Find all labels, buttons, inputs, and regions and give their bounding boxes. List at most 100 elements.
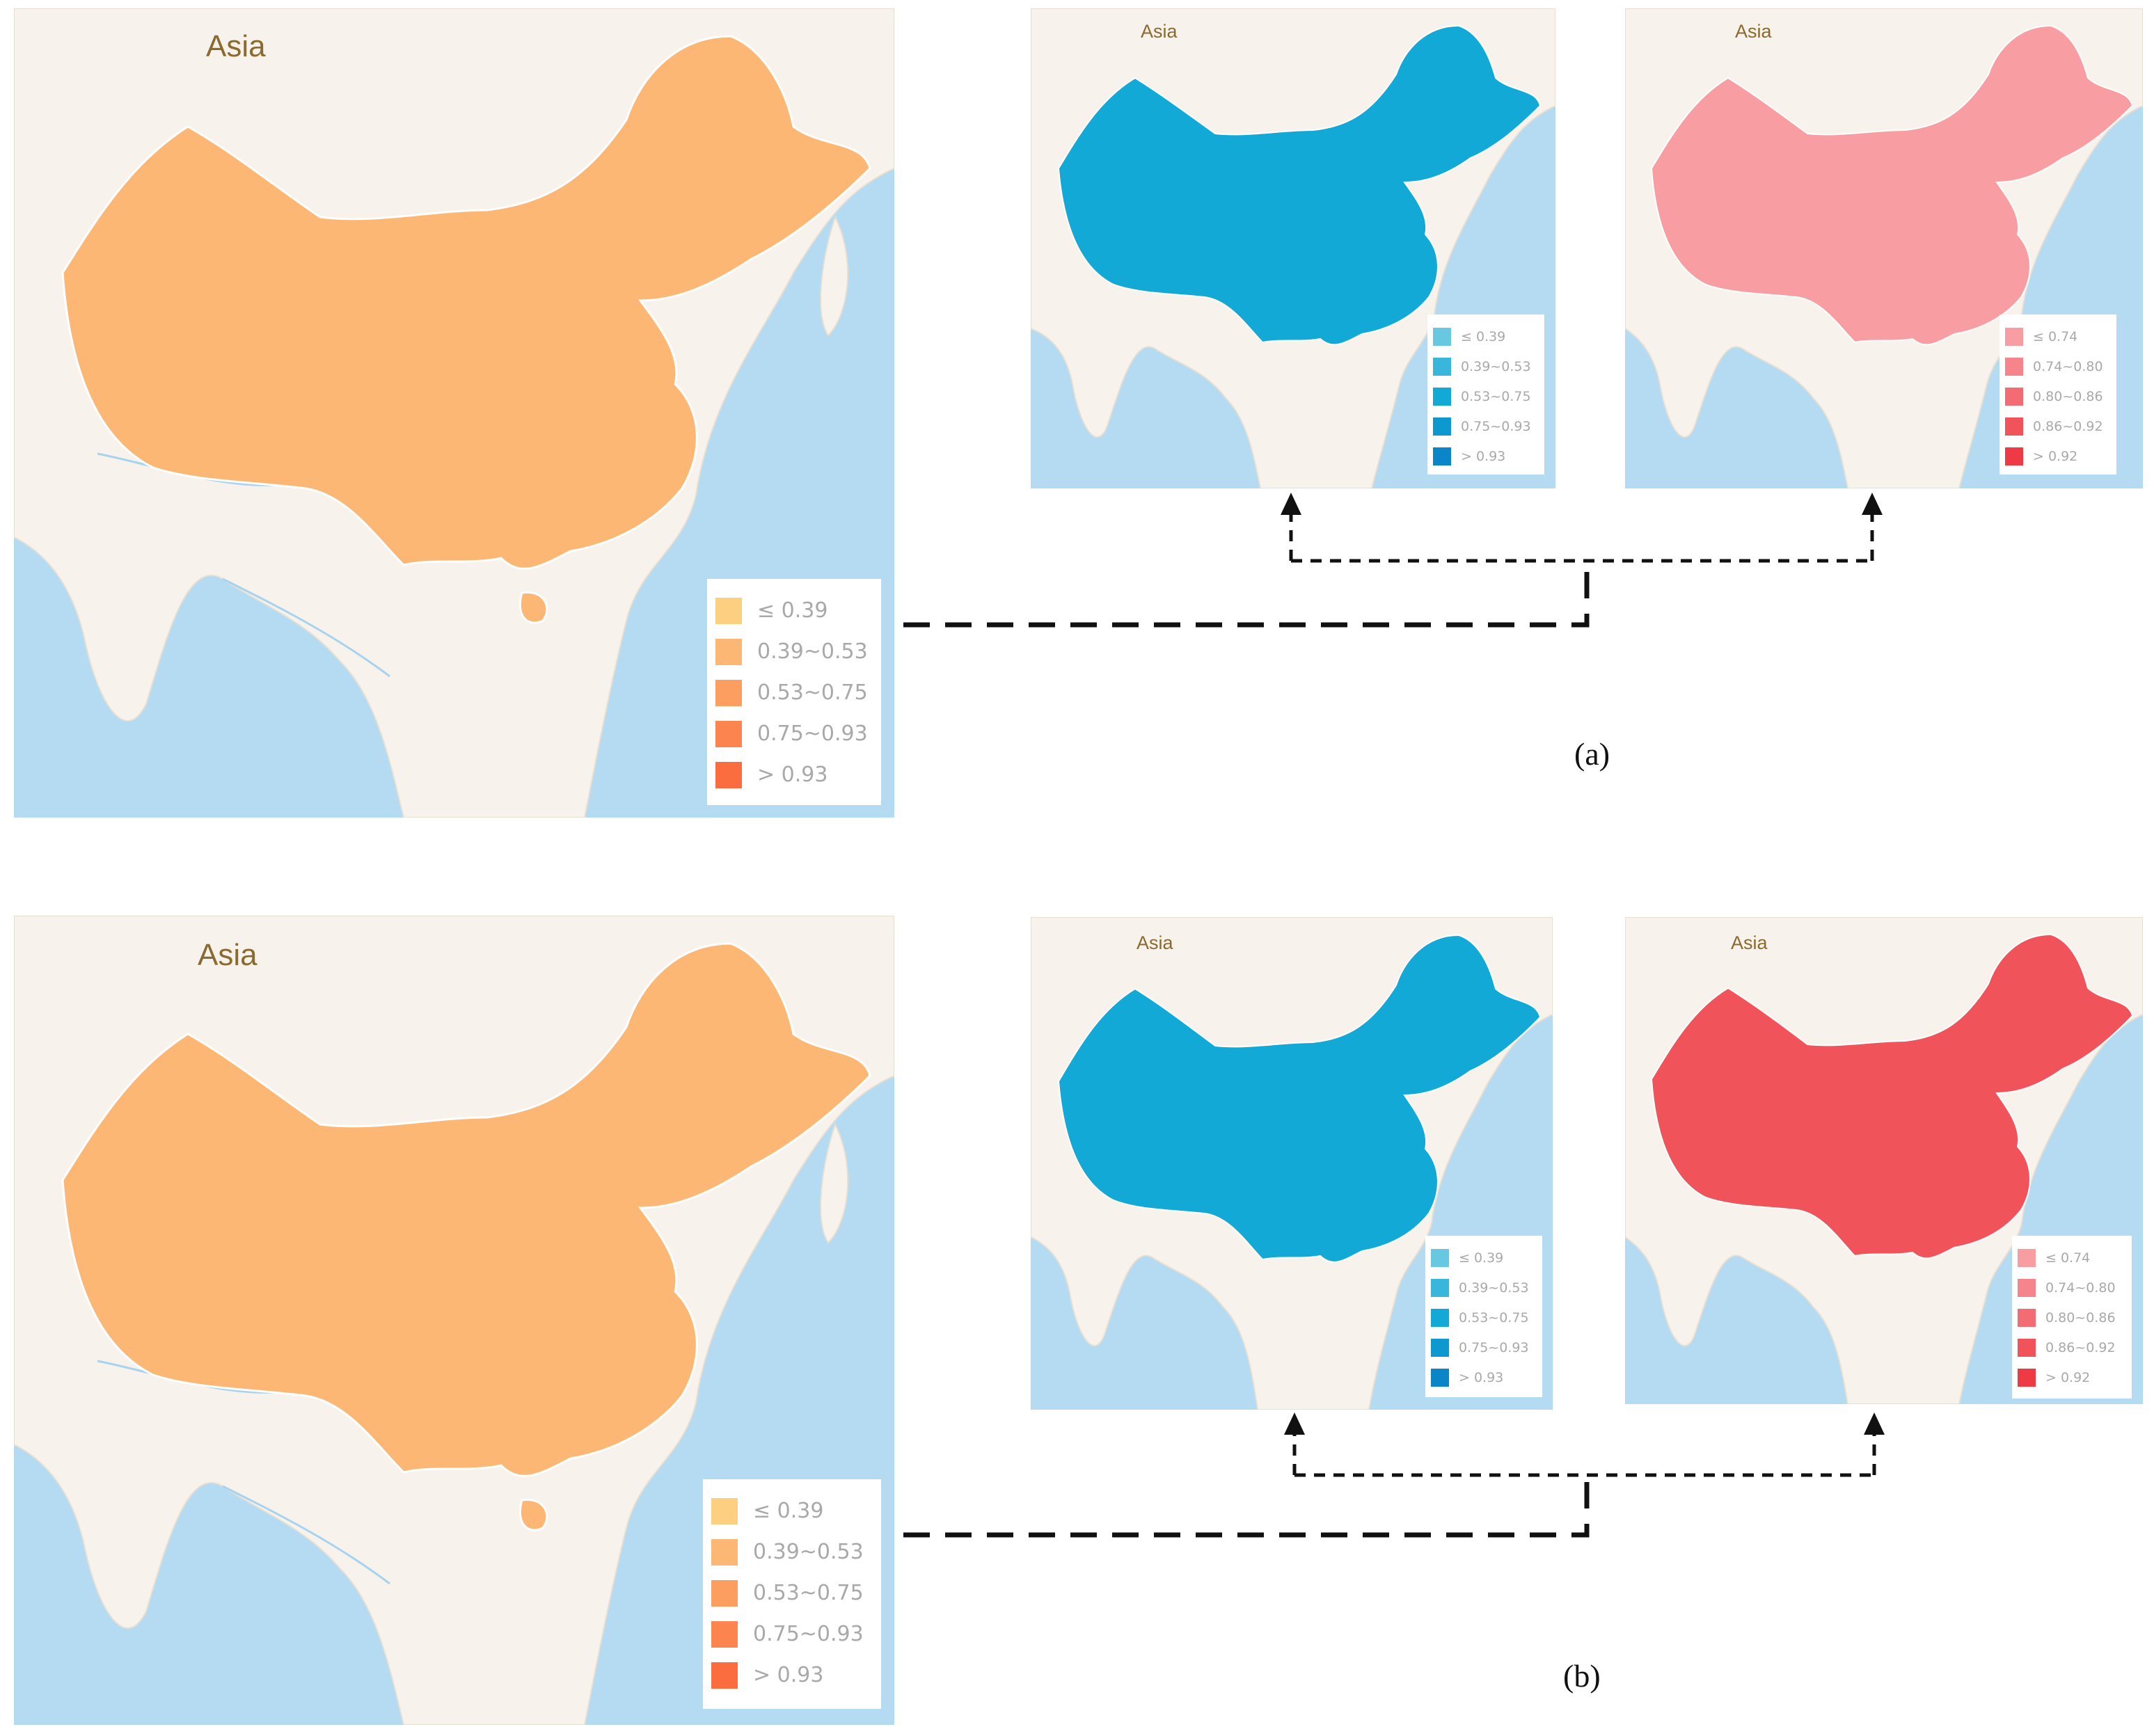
map-legend: ≤ 0.74 0.74~0.80 0.80~0.86 0.86~0.92 > 0.92: [2012, 1236, 2132, 1399]
legend-swatch: [1431, 1248, 1449, 1267]
asia-label: Asia: [198, 938, 258, 972]
legend-item: ≤ 0.39: [1433, 321, 1539, 351]
legend-swatch: [1433, 447, 1451, 465]
legend-swatch: [2018, 1278, 2036, 1297]
legend-swatch: [715, 720, 742, 747]
legend-label: ≤ 0.74: [2033, 328, 2078, 344]
map-a-red: Asia ≤ 0.74 0.74~0.80 0.80~0.86 0.86~0.92 > …: [1625, 8, 2143, 488]
legend-item: 0.53~0.75: [715, 672, 873, 713]
legend-swatch: [711, 1620, 738, 1648]
legend-label: > 0.93: [753, 1663, 824, 1687]
legend-label: ≤ 0.39: [1459, 1250, 1504, 1266]
legend-item: 0.39~0.53: [1431, 1273, 1537, 1303]
legend-label: 0.39~0.53: [757, 639, 868, 664]
legend-item: ≤ 0.39: [711, 1490, 873, 1531]
legend-swatch: [1431, 1308, 1449, 1327]
legend-swatch: [2005, 357, 2023, 376]
asia-label: Asia: [206, 29, 266, 63]
legend-item: 0.74~0.80: [2005, 351, 2111, 381]
legend-label: 0.53~0.75: [753, 1581, 864, 1605]
map-b-blue: Asia ≤ 0.39 0.39~0.53 0.53~0.75 0.75~0.93 > …: [1031, 917, 1553, 1410]
legend-swatch: [715, 638, 742, 665]
legend-swatch: [1431, 1338, 1449, 1357]
arrowhead: [1862, 493, 1883, 515]
legend-label: 0.75~0.93: [757, 722, 868, 746]
hainan-region: [518, 1498, 548, 1531]
legend-item: 0.80~0.86: [2018, 1303, 2126, 1332]
legend-swatch: [715, 679, 742, 706]
legend-swatch: [715, 597, 742, 624]
legend-label: 0.39~0.53: [753, 1540, 864, 1564]
connector-main-line: [903, 561, 1590, 628]
legend-swatch: [2018, 1308, 2036, 1327]
legend-label: 0.86~0.92: [2033, 418, 2103, 434]
legend-swatch: [711, 1662, 738, 1689]
legend-swatch: [1433, 327, 1451, 346]
legend-item: > 0.92: [2005, 441, 2111, 471]
legend-label: 0.53~0.75: [1461, 388, 1531, 404]
legend-label: 0.75~0.93: [1461, 418, 1531, 434]
legend-item: ≤ 0.39: [715, 590, 873, 631]
legend-swatch: [2005, 417, 2023, 436]
map-legend: ≤ 0.74 0.74~0.80 0.80~0.86 0.86~0.92 > 0.92: [1999, 314, 2116, 475]
legend-label: 0.74~0.80: [2045, 1280, 2116, 1296]
legend-label: 0.75~0.93: [753, 1622, 864, 1646]
legend-label: > 0.93: [1461, 448, 1506, 464]
legend-item: 0.80~0.86: [2005, 381, 2111, 411]
arrowhead: [1864, 1412, 1885, 1435]
legend-item: 0.53~0.75: [711, 1572, 873, 1614]
legend-item: ≤ 0.39: [1431, 1243, 1537, 1273]
legend-swatch: [1433, 357, 1451, 376]
legend-item: 0.39~0.53: [711, 1531, 873, 1572]
legend-item: 0.53~0.75: [1431, 1303, 1537, 1332]
legend-item: 0.86~0.92: [2018, 1332, 2126, 1362]
legend-label: 0.39~0.53: [1461, 358, 1531, 374]
legend-label: 0.86~0.92: [2045, 1339, 2116, 1355]
legend-item: ≤ 0.74: [2018, 1243, 2126, 1273]
panel-label: (b): [1563, 1658, 1601, 1694]
map-legend: ≤ 0.39 0.39~0.53 0.53~0.75 0.75~0.93 > 0.93: [1427, 314, 1544, 475]
arrowhead: [1284, 1412, 1305, 1435]
legend-label: ≤ 0.74: [2045, 1250, 2091, 1266]
legend-swatch: [711, 1497, 738, 1524]
legend-item: > 0.93: [715, 754, 873, 795]
legend-swatch: [1433, 387, 1451, 406]
asia-label: Asia: [1735, 21, 1772, 42]
legend-item: 0.75~0.93: [711, 1614, 873, 1655]
legend-swatch: [2018, 1368, 2036, 1387]
legend-label: 0.75~0.93: [1459, 1339, 1529, 1355]
legend-swatch: [711, 1538, 738, 1566]
map-legend: ≤ 0.39 0.39~0.53 0.53~0.75 0.75~0.93 > 0.93: [707, 579, 881, 805]
legend-swatch: [1433, 417, 1451, 436]
legend-swatch: [711, 1579, 738, 1607]
connector-main-line: [903, 1475, 1590, 1538]
legend-label: > 0.93: [1459, 1369, 1504, 1385]
legend-label: > 0.92: [2045, 1369, 2091, 1385]
legend-item: > 0.93: [711, 1655, 873, 1696]
china-region: [61, 35, 871, 570]
legend-label: 0.53~0.75: [1459, 1309, 1529, 1325]
asia-label: Asia: [1137, 932, 1173, 953]
legend-swatch: [2018, 1248, 2036, 1267]
legend-item: ≤ 0.74: [2005, 321, 2111, 351]
legend-item: > 0.93: [1431, 1362, 1537, 1392]
legend-label: 0.53~0.75: [757, 680, 868, 705]
legend-label: 0.39~0.53: [1459, 1280, 1529, 1296]
legend-item: 0.39~0.53: [1433, 351, 1539, 381]
legend-label: 0.80~0.86: [2033, 388, 2103, 404]
legend-label: 0.80~0.86: [2045, 1309, 2116, 1325]
asia-label: Asia: [1141, 21, 1178, 42]
legend-label: ≤ 0.39: [757, 598, 828, 623]
legend-item: 0.86~0.92: [2005, 411, 2111, 441]
asia-label: Asia: [1731, 932, 1768, 953]
map-a-large: Asia ≤ 0.39 0.39~0.53 0.53~0.75 0.75~0.93 > …: [14, 8, 894, 818]
legend-swatch: [2018, 1338, 2036, 1357]
legend-item: 0.39~0.53: [715, 631, 873, 672]
legend-swatch: [715, 761, 742, 788]
legend-item: 0.74~0.80: [2018, 1273, 2126, 1303]
legend-label: > 0.92: [2033, 448, 2078, 464]
legend-label: ≤ 0.39: [753, 1499, 824, 1523]
legend-item: > 0.93: [1433, 441, 1539, 471]
map-b-red: Asia ≤ 0.74 0.74~0.80 0.80~0.86 0.86~0.92 > …: [1625, 917, 2143, 1404]
